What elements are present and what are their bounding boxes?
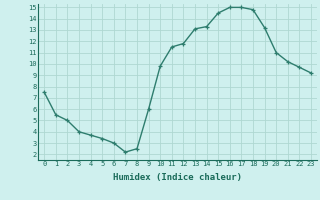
X-axis label: Humidex (Indice chaleur): Humidex (Indice chaleur) [113,173,242,182]
